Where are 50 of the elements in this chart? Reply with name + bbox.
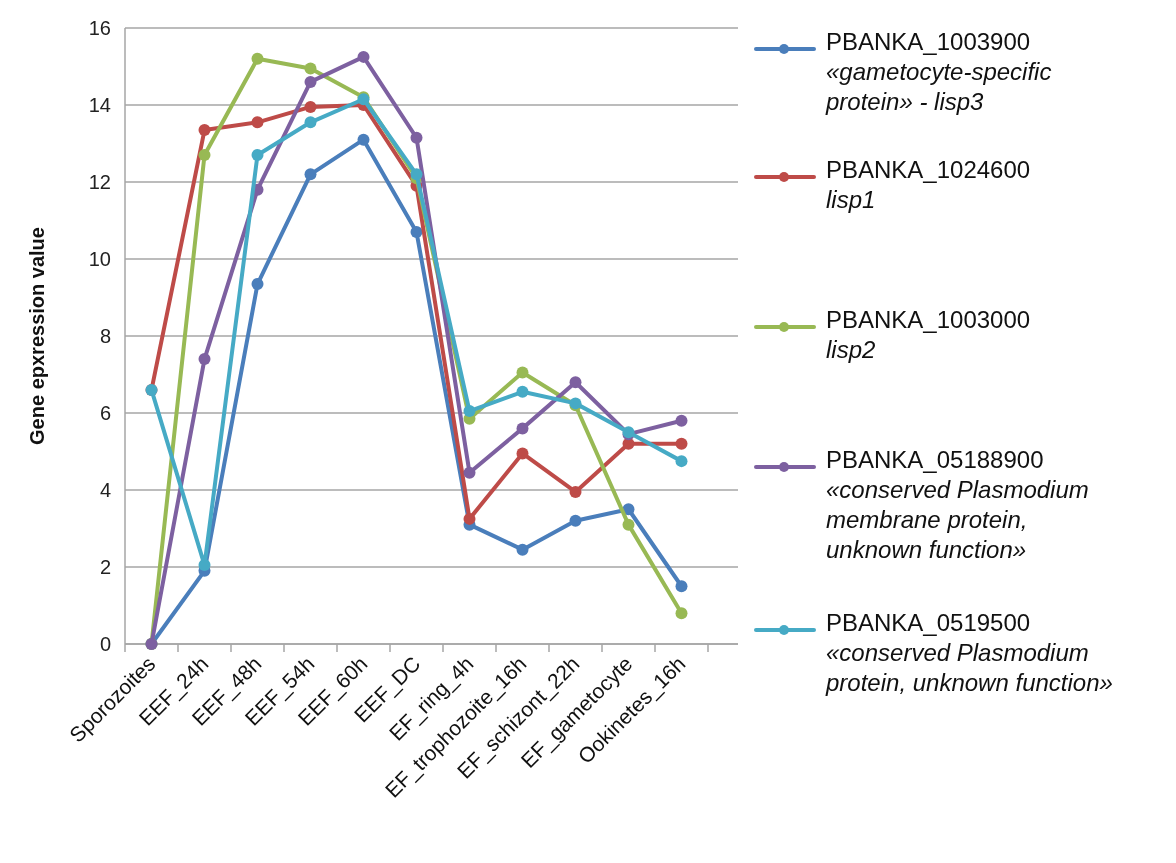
point xyxy=(516,385,529,398)
point xyxy=(463,512,476,525)
point xyxy=(463,466,476,479)
point xyxy=(675,580,688,593)
point xyxy=(516,447,529,460)
point xyxy=(251,278,264,291)
point xyxy=(410,226,423,239)
legend-label: PBANKA_1024600 lisp1 xyxy=(826,156,1031,213)
point xyxy=(357,133,370,146)
point xyxy=(198,124,211,137)
point xyxy=(516,422,529,435)
point xyxy=(410,131,423,144)
point xyxy=(251,149,264,162)
point xyxy=(622,518,635,531)
point xyxy=(304,168,317,181)
point xyxy=(198,559,211,572)
y-tick-label: 16 xyxy=(88,17,111,39)
point xyxy=(516,366,529,379)
y-axis-title: Gene epxression value xyxy=(26,227,48,445)
point xyxy=(569,514,582,527)
point xyxy=(569,485,582,498)
y-tick-label: 12 xyxy=(88,171,111,193)
point xyxy=(304,62,317,75)
point xyxy=(675,455,688,468)
point xyxy=(198,149,211,162)
legend-label: PBANKA_0519500 «conserved Plasmodium protein, unknown function» xyxy=(825,609,1113,696)
point xyxy=(410,168,423,181)
y-tick-label: 10 xyxy=(88,248,111,270)
point xyxy=(198,353,211,366)
point xyxy=(675,607,688,620)
point xyxy=(675,414,688,427)
y-tick-label: 14 xyxy=(88,94,111,116)
point xyxy=(304,75,317,88)
point xyxy=(463,405,476,418)
y-tick-label: 4 xyxy=(99,479,111,501)
point xyxy=(251,52,264,65)
legend-label: PBANKA_1003900 «gametocyte-specific protein» - lisp3 xyxy=(825,28,1052,115)
y-tick-label: 6 xyxy=(99,402,111,424)
y-tick-label: 0 xyxy=(99,633,111,655)
legend-label: PBANKA_05188900 «conserved Plasmodium membrane protein, unknown function» xyxy=(826,446,1089,563)
point xyxy=(304,100,317,113)
point xyxy=(675,437,688,450)
point xyxy=(251,116,264,129)
point xyxy=(304,116,317,129)
y-tick-label: 2 xyxy=(99,556,111,578)
point xyxy=(516,543,529,556)
point xyxy=(357,50,370,63)
point xyxy=(569,376,582,389)
legend-label: PBANKA_1003000 lisp2 xyxy=(826,306,1031,363)
y-tick-label: 8 xyxy=(99,325,111,347)
